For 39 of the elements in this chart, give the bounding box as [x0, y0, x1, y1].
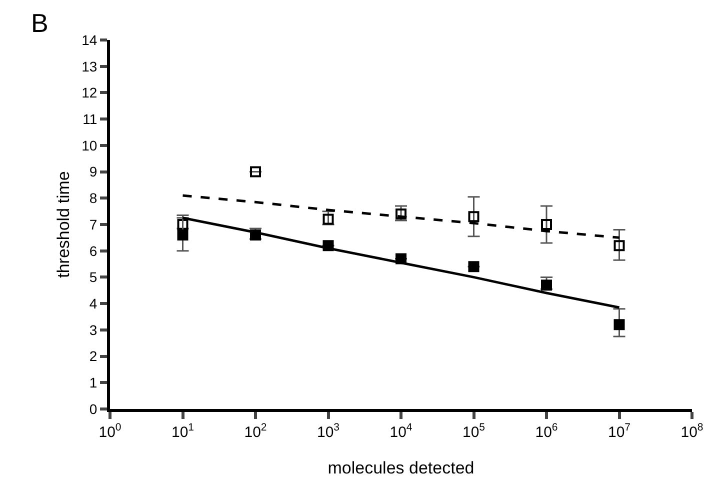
x-tick-label: 10$^{1}$ — [171, 422, 194, 441]
point — [614, 240, 625, 252]
y-tick-label: 11 — [82, 110, 98, 127]
y-tick-label: 1 — [89, 374, 98, 391]
y-tick-label: 10 — [82, 137, 98, 154]
y-tick-label: 6 — [89, 242, 98, 259]
y-tick-label: 5 — [89, 269, 98, 286]
point — [177, 230, 188, 241]
y-axis-title: threshold time — [54, 171, 74, 278]
y-tick-label: 8 — [89, 190, 98, 206]
line-series — [182, 216, 620, 309]
x-tick-label: 10$^{2}$ — [244, 422, 267, 441]
point — [396, 208, 406, 220]
point — [250, 166, 261, 178]
x-tick-label: 10$^{3}$ — [316, 422, 340, 441]
x-axis-title: molecules detected — [328, 458, 474, 478]
point — [541, 280, 552, 291]
y-tick-label: 0 — [89, 400, 98, 417]
y-tick-label: 3 — [89, 322, 98, 338]
y-tick-label: 2 — [89, 348, 98, 364]
point — [177, 219, 188, 230]
point — [541, 219, 552, 230]
y-tick-label: 4 — [89, 295, 98, 312]
x-tick-label: 10$^{8}$ — [680, 422, 704, 441]
y-tick-label: 7 — [89, 216, 98, 232]
point — [614, 319, 625, 330]
text: B — [31, 8, 48, 38]
y-tick-label: 14 — [82, 32, 98, 48]
x-tick-label: 10$^{5}$ — [462, 422, 486, 441]
point — [468, 211, 480, 222]
x-tick-label: 10$^{4}$ — [390, 422, 412, 441]
point — [468, 261, 480, 272]
y-tick-label: 9 — [89, 164, 98, 180]
point — [322, 214, 334, 225]
y-tick-label: 13 — [82, 58, 98, 74]
x-tick-label: 10$^{0}$ — [98, 422, 122, 441]
y-tick-label: 12 — [82, 84, 98, 101]
x-tick-label: 10$^{6}$ — [535, 422, 558, 441]
x-tick-label: 10$^{7}$ — [608, 422, 631, 441]
